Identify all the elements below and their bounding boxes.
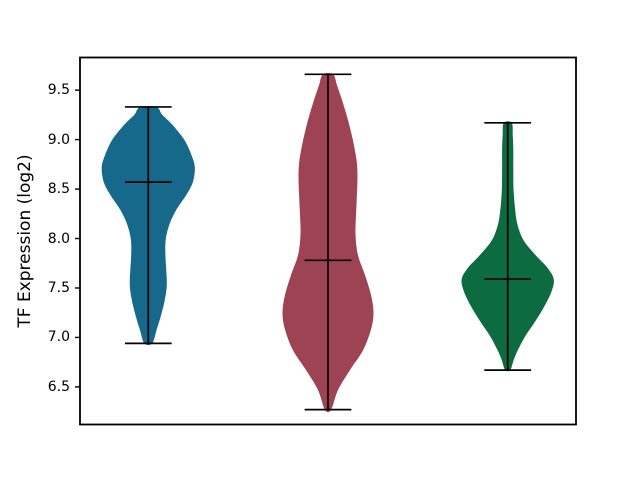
y-tick-label: 8.0 xyxy=(47,230,70,247)
y-tick-label: 8.5 xyxy=(47,181,70,198)
y-tick-label: 6.5 xyxy=(47,378,70,395)
y-tick-label: 7.0 xyxy=(47,329,70,346)
y-tick-label: 9.0 xyxy=(47,131,70,148)
y-tick-label: 9.5 xyxy=(47,82,70,99)
plot-frame xyxy=(79,56,577,426)
y-tick-label: 7.5 xyxy=(47,279,70,296)
